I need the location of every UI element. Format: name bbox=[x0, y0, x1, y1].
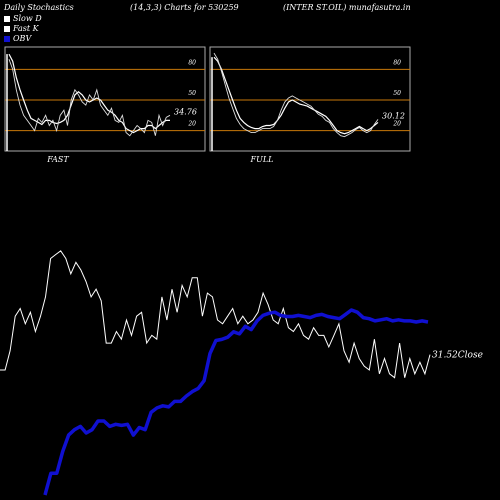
last-value-label: 30.12 bbox=[382, 111, 405, 120]
legend-obv-label: OBV bbox=[13, 34, 32, 43]
company-label: (INTER ST.OIL) munafasutra.in bbox=[283, 3, 411, 12]
tick-label-20: 20 bbox=[187, 121, 196, 128]
series-line-0 bbox=[8, 53, 170, 134]
square-swatch-icon bbox=[4, 25, 10, 32]
square-swatch-icon bbox=[4, 15, 10, 22]
series-line-1 bbox=[8, 59, 171, 137]
chart-params: (14,3,3) Charts for 530259 bbox=[130, 3, 239, 12]
tick-label-80: 80 bbox=[188, 59, 196, 66]
series-line-0 bbox=[213, 56, 379, 135]
tick-label-50: 50 bbox=[393, 90, 401, 97]
series-line-1 bbox=[213, 52, 379, 138]
panel-border bbox=[209, 46, 411, 152]
price-obv-chart: 31.52Close bbox=[0, 250, 483, 496]
panel-title: FAST bbox=[46, 155, 69, 164]
panel-title: FULL bbox=[250, 155, 274, 164]
stochastic-panel-fast: 20 50 80 34.76 FAST bbox=[4, 46, 206, 164]
legend-slow-d-label: Slow D bbox=[13, 14, 42, 23]
square-swatch-icon bbox=[4, 35, 10, 42]
legend-obv: OBV bbox=[4, 34, 31, 43]
tick-label-50: 50 bbox=[188, 90, 196, 97]
tick-label-80: 80 bbox=[393, 59, 401, 66]
obv-line bbox=[43, 308, 429, 496]
tick-label-20: 20 bbox=[392, 121, 401, 128]
legend-fast-k: Fast K bbox=[4, 24, 39, 33]
legend-fast-k-label: Fast K bbox=[13, 24, 39, 33]
last-value-label: 34.76 bbox=[174, 107, 197, 116]
close-value-label: 31.52Close bbox=[432, 351, 483, 361]
stochastic-panel-full: 20 50 80 30.12 FULL bbox=[209, 46, 411, 164]
price-line bbox=[0, 250, 431, 379]
legend-slow-d: Slow D bbox=[4, 14, 42, 23]
panel-border bbox=[4, 46, 206, 152]
chart-title: Daily Stochastics bbox=[4, 3, 74, 12]
